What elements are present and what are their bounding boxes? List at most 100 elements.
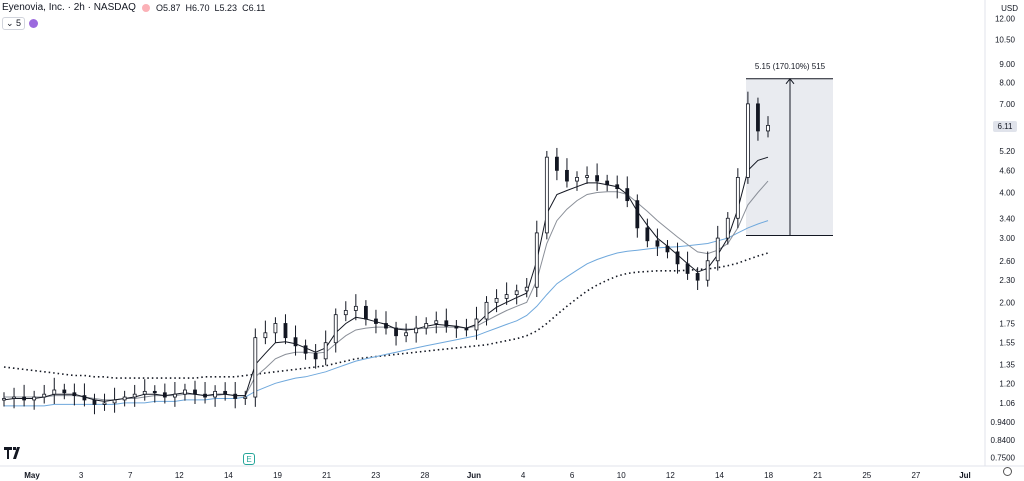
candle-body <box>565 169 569 182</box>
candle-body <box>52 389 57 395</box>
candle-body <box>394 327 398 337</box>
candle-body <box>534 232 539 288</box>
candle-body <box>384 323 388 329</box>
x-tick-label: 19 <box>273 471 282 480</box>
candle-body <box>92 399 97 405</box>
x-tick-label: 12 <box>175 471 184 480</box>
candle-body <box>283 323 288 339</box>
candle-body <box>162 392 167 398</box>
y-tick-label: 3.40 <box>999 214 1015 223</box>
open-label: O <box>155 2 163 13</box>
candle-body <box>132 393 137 398</box>
candle-body <box>293 337 298 347</box>
candle-body <box>665 245 670 253</box>
candle-body <box>12 396 16 399</box>
candle-body <box>122 396 127 401</box>
indicator-bar: ⌄ 5 <box>2 17 39 30</box>
tradingview-logo-icon[interactable] <box>4 447 24 459</box>
candle-body <box>353 305 358 311</box>
measure-label: 5.15 (170.10%) 515 <box>755 62 826 71</box>
symbol-title[interactable]: Eyenovia, Inc. · 2h · NASDAQ <box>2 2 136 13</box>
close-label: C <box>242 2 249 13</box>
candle-body <box>343 310 348 316</box>
candle-body <box>715 237 720 262</box>
candle-body <box>655 240 660 247</box>
candle-body <box>735 177 740 219</box>
ema_fast-line <box>3 156 769 402</box>
candle-body <box>2 398 6 401</box>
candle-body <box>725 217 730 239</box>
candle-body <box>213 390 218 398</box>
y-tick-label: 12.00 <box>995 14 1016 23</box>
x-tick-label: 21 <box>813 471 822 480</box>
settings-gear-icon[interactable] <box>1003 467 1012 476</box>
x-tick-label: Jul <box>959 471 971 480</box>
candle-body <box>203 393 207 398</box>
indicator-settings-icon[interactable] <box>29 19 39 28</box>
candle-body <box>595 175 600 182</box>
candle-body <box>374 318 378 324</box>
x-tick-label: 7 <box>128 471 133 480</box>
low-value: 5.23 <box>219 2 238 13</box>
candle-body <box>474 318 479 331</box>
y-tick-label: 1.55 <box>999 339 1015 348</box>
candle-body <box>745 103 750 178</box>
candle-body <box>756 103 760 132</box>
earnings-icon[interactable]: E <box>243 453 255 465</box>
ma_blue-line <box>4 220 769 407</box>
candle-body <box>333 314 338 344</box>
candle-body <box>172 393 177 398</box>
candle-body <box>454 325 459 329</box>
measure-arrow-head <box>785 77 795 85</box>
x-tick-label: 28 <box>420 471 429 480</box>
y-tick-label: 1.20 <box>999 379 1015 388</box>
candle-body <box>243 396 248 399</box>
x-tick-label: 18 <box>764 471 773 480</box>
y-tick-label: 4.60 <box>999 166 1015 175</box>
candle-body <box>585 175 589 178</box>
candle-body <box>183 389 187 395</box>
last-price-badge: 6.11 <box>993 121 1017 132</box>
candle-body <box>404 332 409 337</box>
candle-body <box>32 396 37 401</box>
currency-label[interactable]: USD <box>1001 4 1018 13</box>
x-tick-label: 6 <box>570 471 575 480</box>
ema_slow-line <box>4 180 769 401</box>
candle-body <box>82 395 87 401</box>
y-tick-label: 1.35 <box>999 361 1015 370</box>
y-tick-label: 0.9400 <box>991 418 1016 427</box>
y-tick-label: 8.00 <box>999 79 1015 88</box>
y-tick-label: 1.06 <box>999 399 1015 408</box>
x-tick-label: Jun <box>467 471 481 480</box>
y-tick-label: 0.7500 <box>991 454 1016 463</box>
candle-body <box>303 345 308 354</box>
candle-body <box>504 294 509 299</box>
candle-body <box>695 273 700 281</box>
candle-body <box>223 390 228 395</box>
indicators-toggle-button[interactable]: ⌄ 5 <box>2 17 26 30</box>
candle-body <box>514 290 519 295</box>
candle-body <box>424 323 429 329</box>
candle-body <box>273 323 278 334</box>
candle-body <box>685 263 690 274</box>
candle-body <box>263 332 268 339</box>
candle-body <box>152 390 157 394</box>
low-label: L <box>214 2 220 13</box>
x-tick-label: 4 <box>521 471 526 480</box>
candle-body <box>313 352 318 360</box>
indicator-count: 5 <box>16 18 22 28</box>
candle-body <box>615 184 620 190</box>
y-tick-label: 4.00 <box>999 189 1015 198</box>
y-tick-label: 0.8400 <box>991 436 1016 445</box>
y-tick-label: 1.75 <box>999 319 1015 328</box>
y-tick-label: 3.00 <box>999 234 1015 243</box>
x-tick-label: 27 <box>911 471 920 480</box>
candle-body <box>323 342 328 360</box>
candle-body <box>524 286 529 292</box>
candle-body <box>22 396 27 401</box>
candle-body <box>42 393 47 398</box>
candle-body <box>675 251 680 265</box>
candle-body <box>645 227 650 242</box>
high-value: 6.70 <box>192 2 210 13</box>
